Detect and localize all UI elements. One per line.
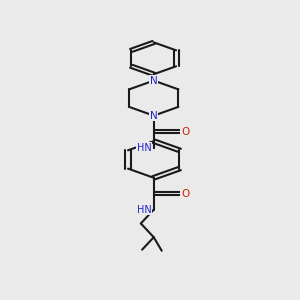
Text: N: N <box>150 76 158 85</box>
Text: O: O <box>181 189 190 199</box>
Text: HN: HN <box>137 142 152 152</box>
Text: HN: HN <box>137 205 152 214</box>
Text: O: O <box>181 127 190 136</box>
Text: N: N <box>150 111 158 121</box>
